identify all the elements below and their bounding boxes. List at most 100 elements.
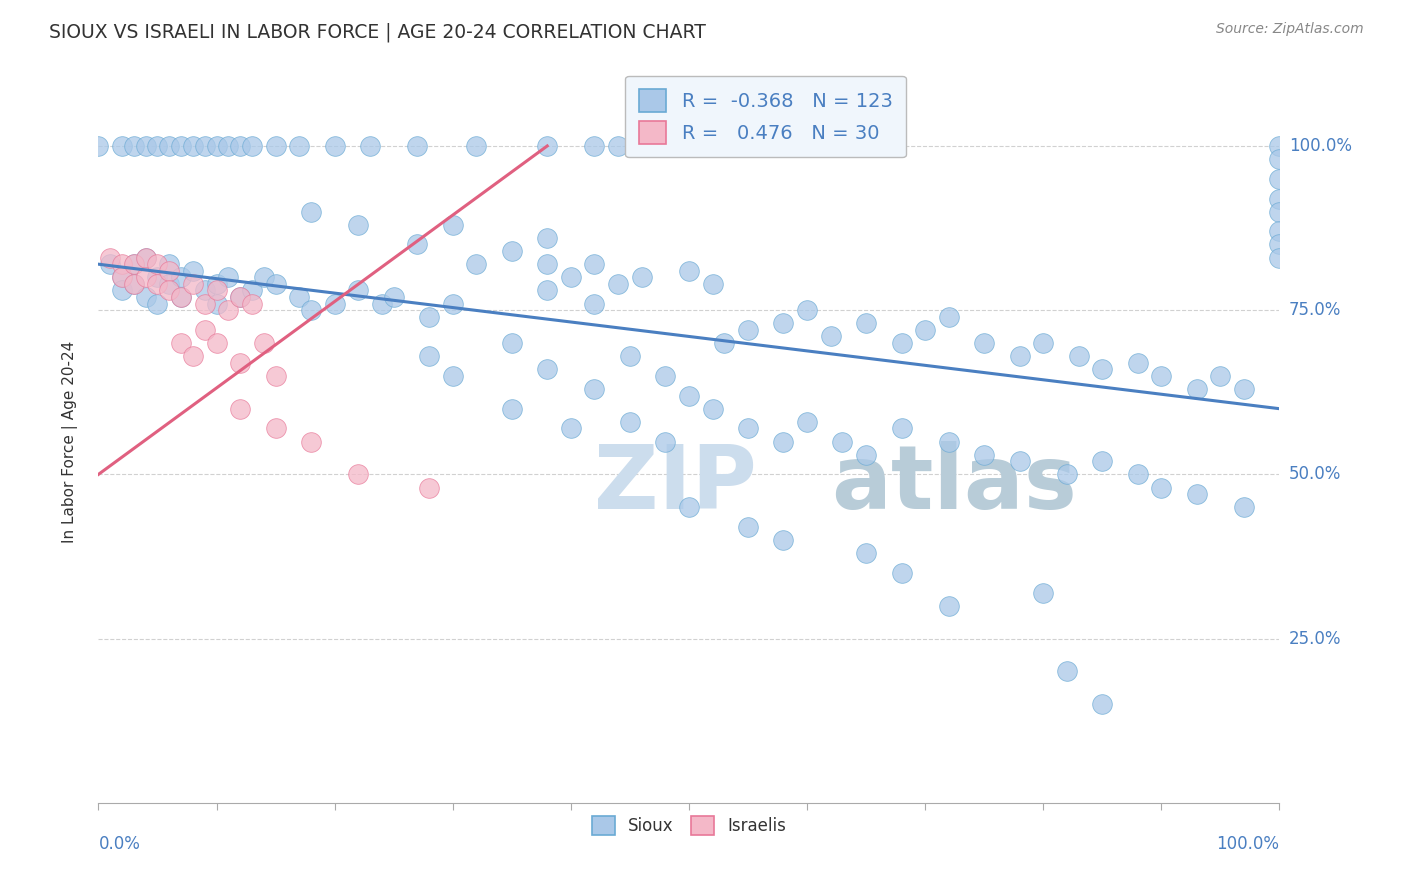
Point [264,421,287,435]
Point [146,139,169,153]
Point [737,323,759,337]
Point [181,277,204,291]
Point [441,218,464,232]
Point [890,336,912,351]
Point [619,415,641,429]
Point [205,296,228,310]
Text: 50.0%: 50.0% [1289,466,1341,483]
Point [1268,171,1291,186]
Point [299,434,322,449]
Point [170,139,193,153]
Point [973,336,995,351]
Text: ZIP: ZIP [595,442,758,528]
Point [229,290,252,304]
Point [229,290,252,304]
Point [418,349,440,363]
Point [229,139,252,153]
Point [737,520,759,534]
Text: 75.0%: 75.0% [1289,301,1341,319]
Point [1067,349,1090,363]
Point [1008,349,1031,363]
Point [323,139,346,153]
Point [264,277,287,291]
Point [217,270,239,285]
Point [536,284,558,298]
Point [1268,139,1291,153]
Point [678,500,700,515]
Point [1233,500,1256,515]
Text: SIOUX VS ISRAELI IN LABOR FORCE | AGE 20-24 CORRELATION CHART: SIOUX VS ISRAELI IN LABOR FORCE | AGE 20… [49,22,706,42]
Point [122,257,145,271]
Point [583,382,606,396]
Point [146,277,169,291]
Point [772,434,794,449]
Point [1209,368,1232,383]
Point [855,546,877,560]
Point [441,296,464,310]
Point [973,448,995,462]
Point [702,277,724,291]
Text: 100.0%: 100.0% [1289,137,1353,155]
Point [1126,356,1149,370]
Point [181,349,204,363]
Point [1268,192,1291,206]
Point [1032,585,1054,599]
Point [583,296,606,310]
Point [170,290,193,304]
Point [229,401,252,416]
Point [678,388,700,402]
Text: Source: ZipAtlas.com: Source: ZipAtlas.com [1216,22,1364,37]
Point [264,139,287,153]
Point [98,257,121,271]
Point [1056,467,1078,482]
Point [217,303,239,318]
Point [501,244,523,258]
Point [122,277,145,291]
Point [111,257,134,271]
Point [288,139,311,153]
Point [831,434,853,449]
Point [560,270,582,285]
Point [1268,237,1291,252]
Point [938,310,960,324]
Point [146,296,169,310]
Point [181,139,204,153]
Point [111,139,134,153]
Point [1185,382,1208,396]
Point [607,139,630,153]
Point [1091,362,1114,376]
Point [938,434,960,449]
Point [418,310,440,324]
Point [713,336,735,351]
Legend: Sioux, Israelis: Sioux, Israelis [585,809,793,841]
Point [253,336,276,351]
Point [560,421,582,435]
Point [135,251,157,265]
Point [441,368,464,383]
Point [855,316,877,330]
Text: 100.0%: 100.0% [1216,835,1279,854]
Point [1268,251,1291,265]
Point [678,264,700,278]
Point [536,139,558,153]
Point [465,139,488,153]
Point [264,368,287,383]
Point [170,290,193,304]
Text: 25.0%: 25.0% [1289,630,1341,648]
Y-axis label: In Labor Force | Age 20-24: In Labor Force | Age 20-24 [62,341,77,542]
Point [98,251,121,265]
Point [1056,665,1078,679]
Point [111,270,134,285]
Text: 0.0%: 0.0% [98,835,141,854]
Point [299,303,322,318]
Point [654,434,676,449]
Point [820,329,842,343]
Point [1233,382,1256,396]
Point [135,270,157,285]
Point [240,296,263,310]
Point [146,270,169,285]
Point [157,139,180,153]
Point [855,448,877,462]
Point [347,218,370,232]
Point [630,270,652,285]
